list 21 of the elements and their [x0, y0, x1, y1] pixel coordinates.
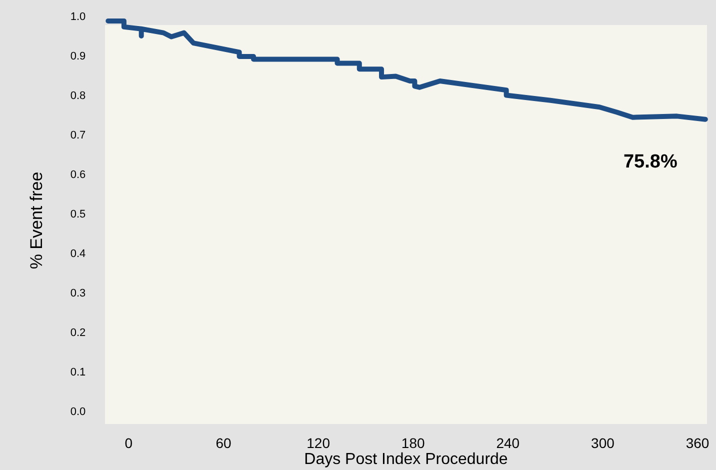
y-tick-label: 0.0 [70, 406, 86, 418]
y-tick-label: 0.3 [70, 288, 86, 300]
y-tick-label: 0.9 [70, 50, 86, 62]
x-tick-label: 360 [686, 435, 710, 451]
y-tick-label: 0.1 [70, 366, 86, 379]
y-tick-label: 0.4 [70, 248, 86, 260]
y-tick-label: 0.7 [70, 129, 86, 142]
y-tick-label: 0.6 [70, 168, 86, 181]
y-tick-label: 0.5 [70, 208, 86, 220]
y-tick-label: 0.2 [70, 327, 86, 340]
x-axis-title: Days Post Index Procedurde [304, 451, 508, 468]
x-tick-label: 240 [496, 435, 520, 451]
x-tick-label: 120 [306, 435, 330, 451]
y-tick-label: 1.0 [70, 10, 86, 23]
annotation: 75.8% [623, 151, 678, 172]
y-axis-title: % Event free [27, 172, 46, 270]
x-tick-label: 180 [401, 435, 426, 451]
y-tick-label: 0.8 [70, 90, 86, 102]
x-tick-label: 60 [216, 435, 232, 451]
x-tick-label: 300 [591, 435, 615, 451]
x-tick-label: 0 [124, 435, 133, 451]
